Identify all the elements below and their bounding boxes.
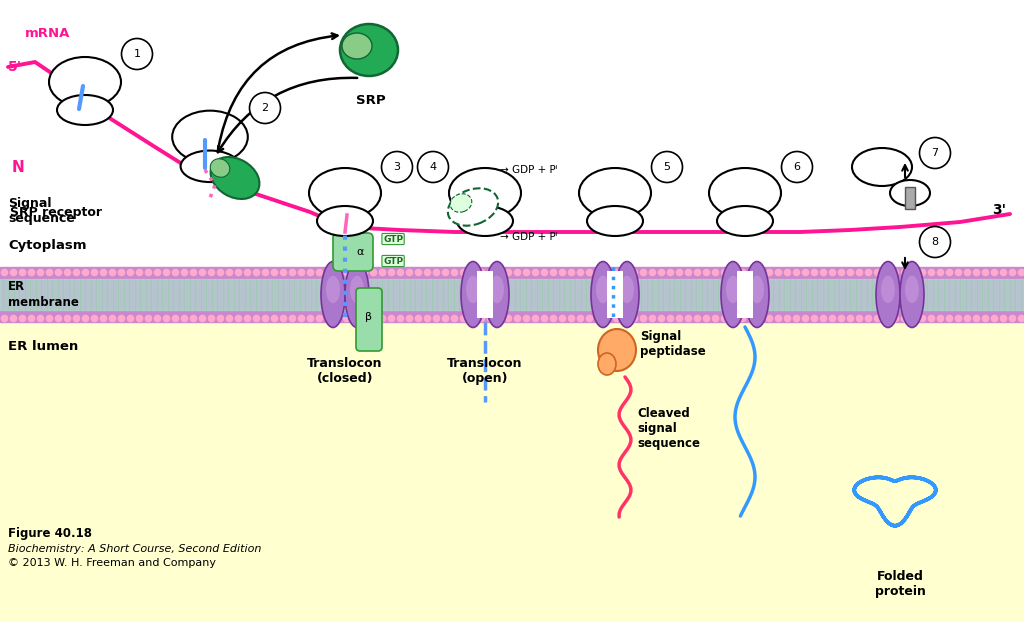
Circle shape [382,152,413,182]
Ellipse shape [717,206,773,236]
Bar [0,322,1024,622]
Circle shape [781,152,812,182]
Text: GTP: GTP [383,256,403,266]
Circle shape [920,137,950,169]
Ellipse shape [461,261,485,328]
Ellipse shape [615,261,639,328]
Text: ER lumen: ER lumen [8,340,78,353]
Ellipse shape [750,276,764,304]
Ellipse shape [881,276,895,304]
Text: 8: 8 [932,237,939,247]
Ellipse shape [49,57,121,107]
Ellipse shape [309,168,381,218]
Ellipse shape [57,95,113,125]
Ellipse shape [587,206,643,236]
Text: Signal
sequence: Signal sequence [8,197,75,225]
Text: 4: 4 [429,162,436,172]
Text: N: N [12,159,25,175]
Ellipse shape [745,261,769,328]
Bar [477,271,493,318]
Ellipse shape [211,157,259,199]
Text: Cleaved
signal
sequence: Cleaved signal sequence [637,407,700,450]
Ellipse shape [905,276,919,304]
Ellipse shape [620,276,634,304]
Ellipse shape [852,148,912,186]
Text: 5': 5' [8,60,23,74]
Text: Translocon
(closed): Translocon (closed) [307,357,383,385]
Text: Signal
peptidase: Signal peptidase [640,330,706,358]
Bar [905,187,915,209]
Text: Biochemistry: A Short Course, Second Edition: Biochemistry: A Short Course, Second Edi… [8,544,261,554]
Bar [607,271,623,318]
Ellipse shape [579,168,651,218]
Text: © 2013 W. H. Freeman and Company: © 2013 W. H. Freeman and Company [8,558,216,568]
Text: 5: 5 [664,162,671,172]
Text: 6: 6 [794,162,801,172]
Ellipse shape [317,206,373,236]
Text: 7: 7 [932,148,939,158]
Ellipse shape [466,276,480,304]
Ellipse shape [485,261,509,328]
Ellipse shape [447,188,498,226]
Ellipse shape [709,168,781,218]
FancyBboxPatch shape [356,288,382,351]
Ellipse shape [890,180,930,206]
Circle shape [250,93,281,124]
Circle shape [651,152,683,182]
Ellipse shape [340,24,398,76]
Ellipse shape [457,206,513,236]
Text: ER
membrane: ER membrane [8,281,79,309]
Text: 3': 3' [992,203,1006,217]
Ellipse shape [321,261,345,328]
Ellipse shape [721,261,745,328]
Ellipse shape [326,276,340,304]
Text: Translocon
(open): Translocon (open) [447,357,522,385]
Ellipse shape [726,276,740,304]
Ellipse shape [876,261,900,328]
Ellipse shape [180,151,240,182]
Text: α: α [356,247,364,257]
Bar [737,271,753,318]
Text: → GDP + Pᴵ: → GDP + Pᴵ [500,232,558,242]
Text: Cytoplasm: Cytoplasm [8,238,86,251]
Text: SRP: SRP [356,94,386,107]
Ellipse shape [345,261,369,328]
Circle shape [418,152,449,182]
Text: 3: 3 [393,162,400,172]
Ellipse shape [900,261,924,328]
Text: β: β [366,312,373,322]
Ellipse shape [598,329,636,371]
Ellipse shape [451,193,472,212]
Circle shape [122,39,153,70]
Bar [0,267,1024,322]
Ellipse shape [449,168,521,218]
Ellipse shape [172,111,248,163]
Text: 2: 2 [261,103,268,113]
FancyBboxPatch shape [333,233,373,271]
Ellipse shape [596,276,610,304]
Text: 1: 1 [133,49,140,59]
Text: → GDP + Pᴵ: → GDP + Pᴵ [500,165,558,175]
Text: SRP receptor: SRP receptor [10,205,102,218]
Ellipse shape [591,261,615,328]
Circle shape [920,226,950,258]
Text: Figure 40.18: Figure 40.18 [8,527,92,540]
Text: Folded
protein: Folded protein [874,570,926,598]
Ellipse shape [598,353,616,375]
Ellipse shape [342,33,372,59]
Bar [0,279,1024,310]
Ellipse shape [210,159,229,177]
Ellipse shape [350,276,364,304]
Text: GTP: GTP [383,234,403,243]
Text: mRNA: mRNA [25,27,71,40]
Ellipse shape [490,276,504,304]
